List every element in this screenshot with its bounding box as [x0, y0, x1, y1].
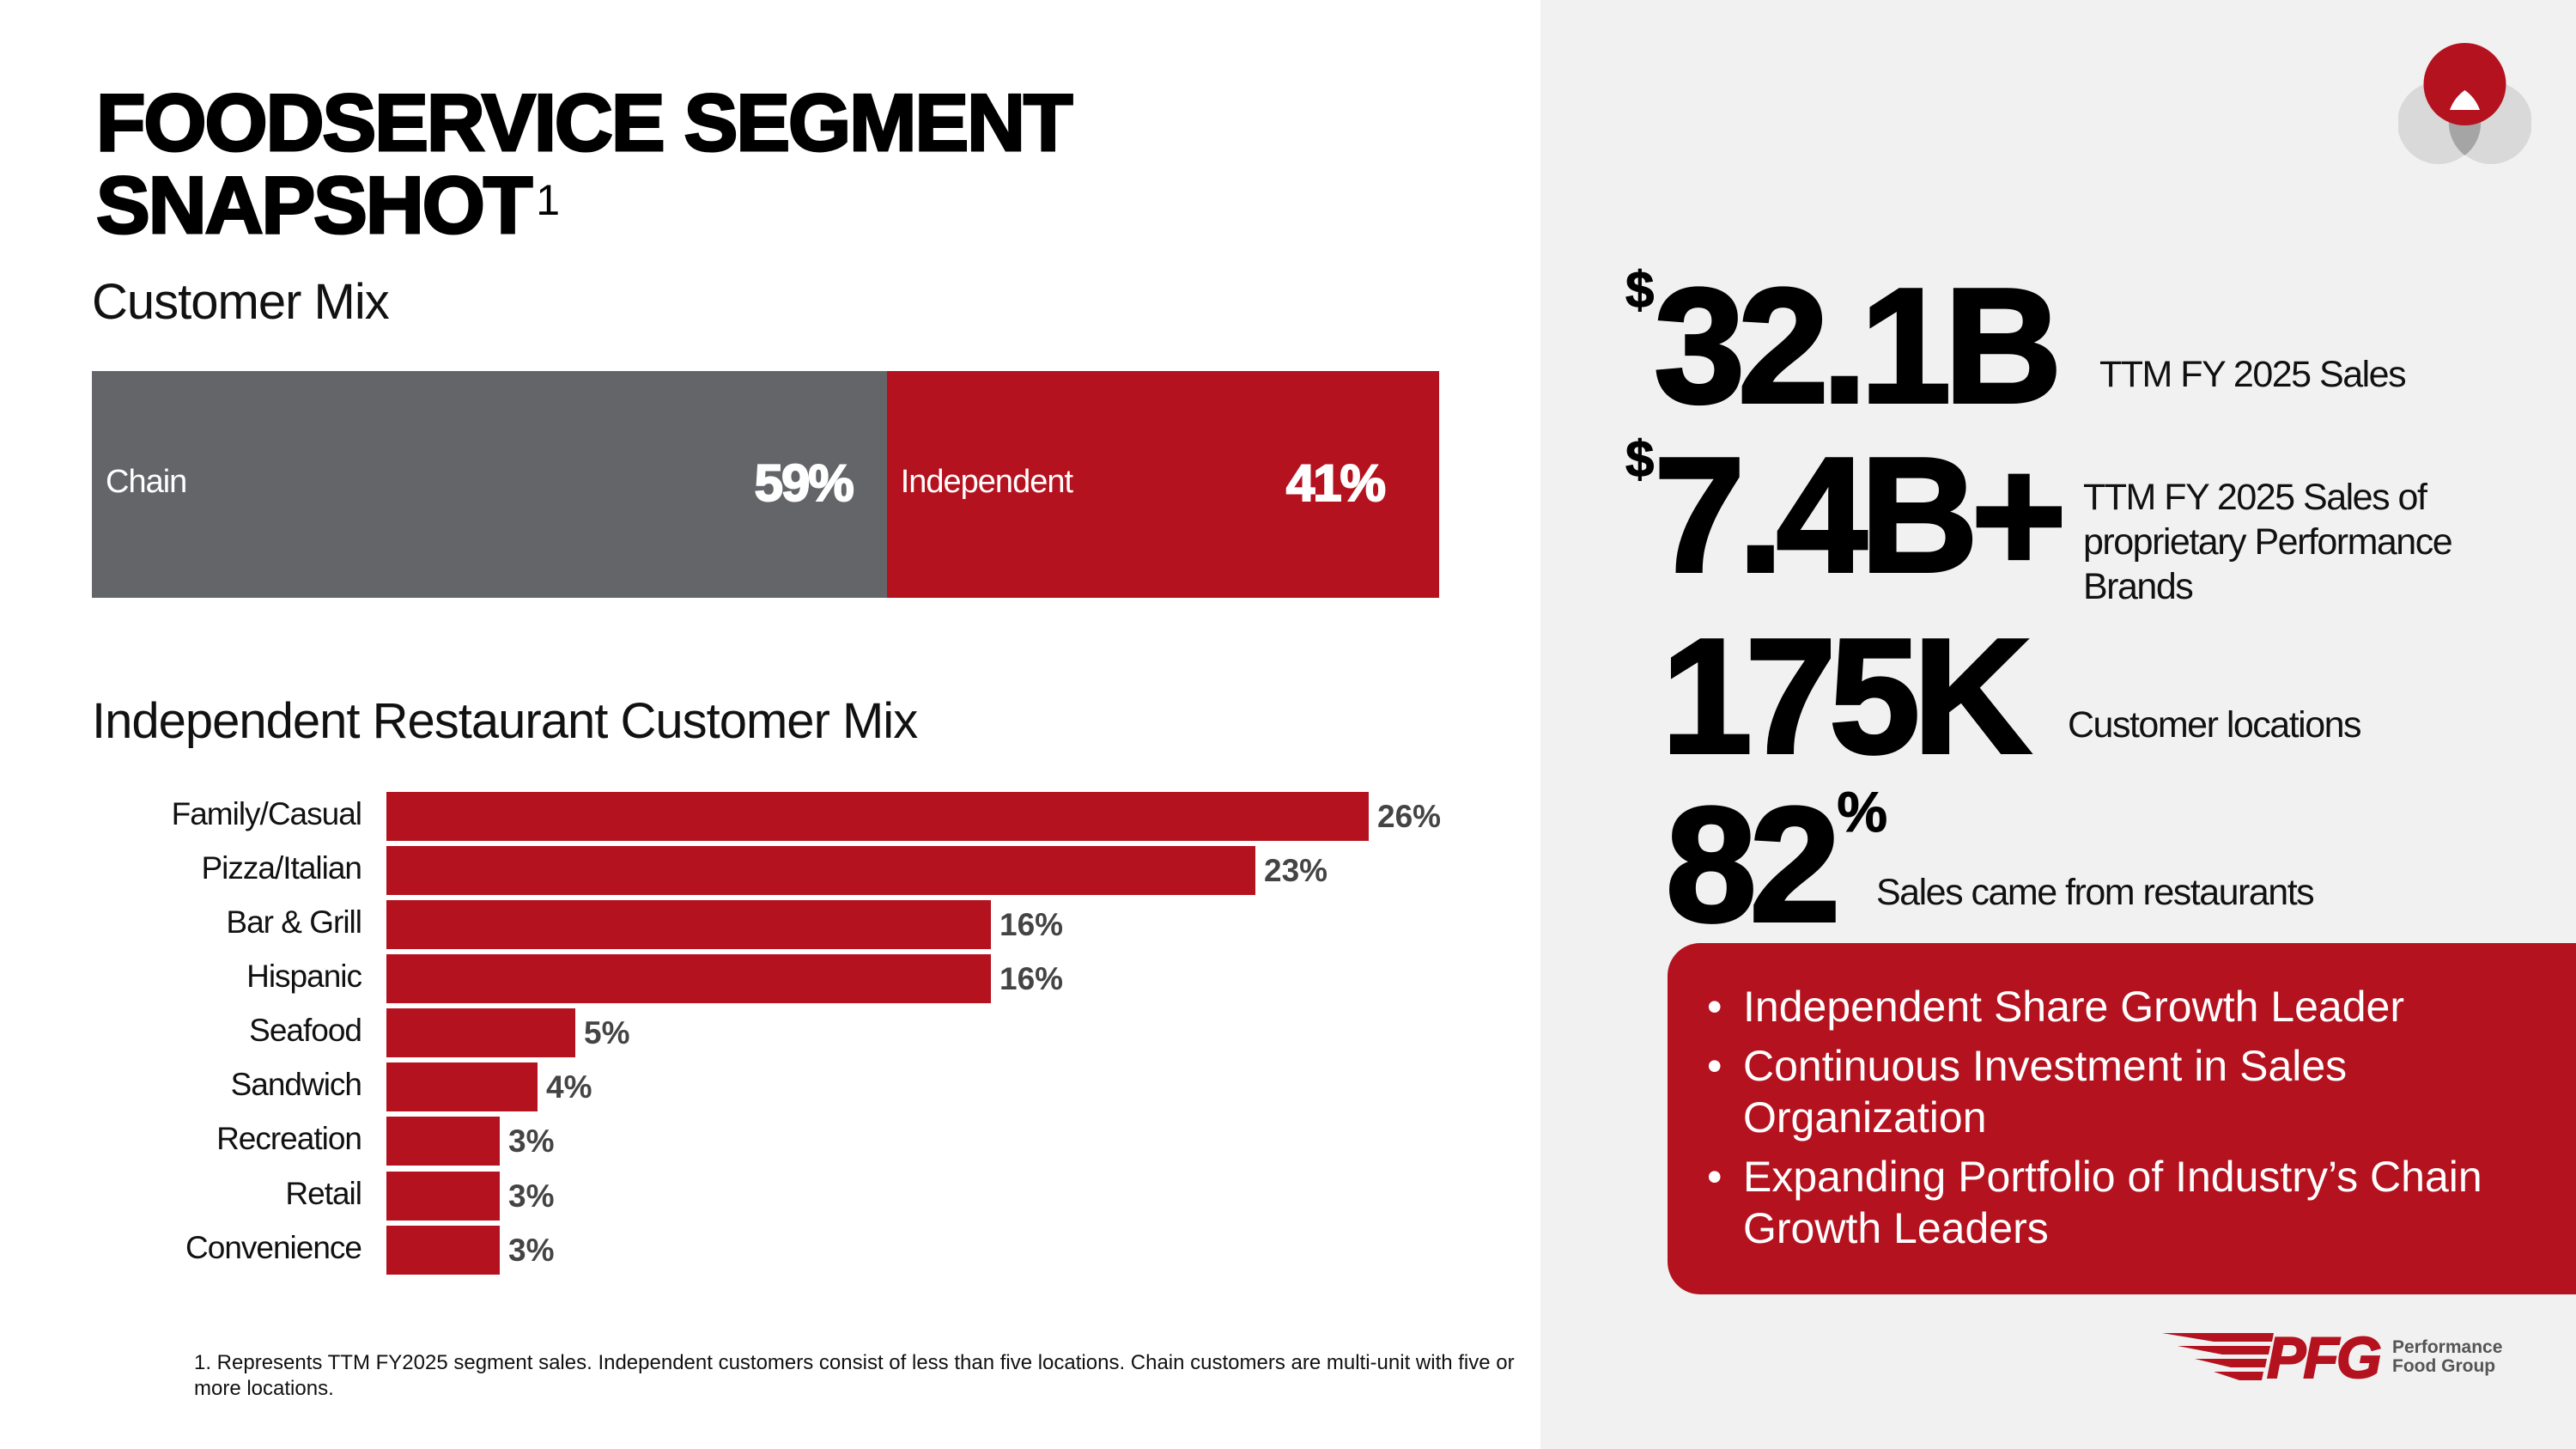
bar: [386, 1172, 500, 1221]
bar: [386, 1008, 575, 1057]
bar-category-label: Sandwich: [230, 1067, 362, 1102]
stat-brands-label-line: proprietary Performance: [2083, 521, 2453, 563]
bar-value-label: 3%: [508, 1123, 555, 1159]
title-line-1: FOODSERVICE SEGMENT: [94, 77, 1073, 167]
stat-locations-label: Customer locations: [2068, 704, 2362, 746]
stat-brands: $7.4B+: [1625, 432, 2068, 599]
stat-brands-value: 7.4B+: [1652, 424, 2068, 606]
bar-category-label: Family/Casual: [171, 796, 362, 831]
bar-value-label: 23%: [1264, 853, 1328, 888]
highlight-item: Expanding Portfolio of Industry’s Chain …: [1707, 1151, 2549, 1254]
independent-segment: Independent 41%: [886, 371, 1439, 598]
chain-segment: Chain 59%: [92, 371, 887, 598]
bar-value-label: 3%: [508, 1178, 555, 1214]
footnote: 1. Represents TTM FY2025 segment sales. …: [194, 1351, 1515, 1400]
bar-category-label: Recreation: [216, 1121, 362, 1156]
footnote-marker: 1: [536, 176, 560, 224]
bar: [386, 900, 991, 949]
bar-category-label: Retail: [285, 1176, 362, 1211]
page-title: FOODSERVICE SEGMENT SNAPSHOT 1: [94, 80, 1073, 250]
independent-mix-heading: Independent Restaurant Customer Mix: [92, 693, 918, 749]
speed-lines-icon: [2162, 1333, 2274, 1380]
pfg-logo-mark: PFG: [2266, 1324, 2383, 1391]
chain-value: 59%: [754, 454, 855, 513]
stat-restaurants-value: 82: [1664, 774, 1842, 956]
logo-name-line: Food Group: [2392, 1356, 2496, 1376]
bar-value-label: 5%: [584, 1015, 630, 1050]
logo-name-line: Performance: [2392, 1337, 2503, 1357]
bar-category-label: Hispanic: [246, 959, 362, 994]
independent-value: 41%: [1285, 454, 1387, 513]
stat-restaurants-label: Sales came from restaurants: [1876, 872, 2315, 913]
stat-sales-label: TTM FY 2025 Sales: [2099, 354, 2407, 395]
bar-value-label: 3%: [508, 1233, 555, 1268]
bar-category-label: Seafood: [249, 1013, 362, 1048]
bar-category-label: Bar & Grill: [226, 904, 362, 940]
customer-mix-stacked-bar: Chain 59% Independent 41%: [92, 371, 1439, 598]
bar-value-label: 16%: [999, 907, 1064, 942]
pfg-logo: PFG Performance Food Group: [2162, 1324, 2506, 1391]
bar: [386, 792, 1369, 841]
bar: [386, 846, 1255, 895]
highlight-item: Independent Share Growth Leader: [1707, 981, 2549, 1032]
stat-brands-prefix: $: [1625, 430, 1655, 488]
stat-sales-prefix: $: [1625, 261, 1655, 319]
customer-mix-heading: Customer Mix: [92, 274, 390, 330]
bar: [386, 1226, 500, 1275]
stat-restaurants-suffix: %: [1837, 780, 1888, 843]
highlights-box: Independent Share Growth Leader Continuo…: [1668, 943, 2576, 1294]
stat-brands-label-line: TTM FY 2025 Sales of: [2083, 477, 2427, 518]
stat-sales-value: 32.1B: [1652, 255, 2063, 437]
stat-brands-label: TTM FY 2025 Sales of proprietary Perform…: [2083, 475, 2453, 609]
bar: [386, 1117, 500, 1166]
bar: [386, 954, 991, 1003]
stat-sales: $32.1B: [1625, 263, 2063, 429]
highlights-list: Independent Share Growth Leader Continuo…: [1707, 981, 2549, 1262]
chain-label: Chain: [106, 464, 187, 500]
stat-restaurants: 82%: [1664, 780, 1888, 948]
independent-mix-chart: Family/Casual 26% Pizza/Italian 23% Bar & Gr…: [171, 792, 1442, 1275]
highlight-item: Continuous Investment in Sales Organizat…: [1707, 1040, 2549, 1143]
bar: [386, 1062, 538, 1111]
venn-logo-icon: [2398, 43, 2531, 164]
bar-value-label: 4%: [546, 1069, 592, 1105]
bar-category-label: Pizza/Italian: [201, 850, 362, 886]
bar-value-label: 16%: [999, 961, 1064, 996]
stat-locations-value: 175K: [1660, 606, 2032, 788]
bar-category-label: Convenience: [185, 1230, 362, 1265]
pfg-logo-name: Performance Food Group: [2392, 1338, 2502, 1376]
independent-label: Independent: [900, 464, 1073, 500]
title-line-2: SNAPSHOT: [94, 160, 533, 250]
bar-value-label: 26%: [1377, 799, 1442, 834]
stat-brands-label-line: Brands: [2083, 566, 2194, 607]
